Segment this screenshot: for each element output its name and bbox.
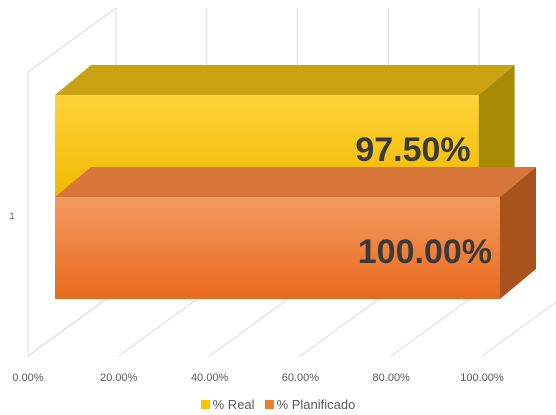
bar-planificado: 100.00%: [55, 167, 536, 299]
floor-gridline: [209, 291, 298, 357]
floor-gridline: [300, 291, 389, 357]
chart-floor: [27, 7, 556, 357]
legend: % Real % Planificado: [0, 395, 556, 413]
bars: 97.50% 100.00%: [55, 65, 536, 299]
legend-label-planificado: % Planificado: [276, 396, 356, 412]
bar-front-face: [55, 197, 500, 299]
x-tick-label: 100.00%: [460, 372, 504, 384]
bar-top-face: [55, 167, 536, 197]
legend-swatch-real: [200, 399, 210, 409]
axis-labels: 0.00% 20.00% 40.00% 60.00% 80.00% 100.00% 1: [9, 211, 503, 384]
x-tick-label: 20.00%: [100, 372, 138, 384]
floor-edge: [27, 291, 117, 357]
data-label: 100.00%: [358, 233, 492, 271]
legend-item-planificado: % Planificado: [264, 396, 356, 412]
legend-swatch-planificado: [264, 399, 274, 409]
x-tick-label: 60.00%: [282, 372, 320, 384]
y-category-label: 1: [9, 211, 14, 221]
legend-item-real: % Real: [200, 396, 255, 412]
floor-gridline: [390, 291, 480, 357]
x-tick-label: 40.00%: [191, 372, 229, 384]
left-wall-top: [27, 7, 117, 73]
bar-top-face: [55, 65, 515, 95]
data-label: 97.50%: [355, 131, 470, 169]
legend-label-real: % Real: [212, 396, 255, 412]
bar-side-face: [500, 167, 536, 299]
floor-gridline: [118, 291, 208, 357]
floor-gridline: [481, 301, 556, 357]
x-tick-label: 80.00%: [373, 372, 411, 384]
bar-side-face: [478, 65, 515, 197]
x-tick-label: 0.00%: [12, 372, 43, 384]
